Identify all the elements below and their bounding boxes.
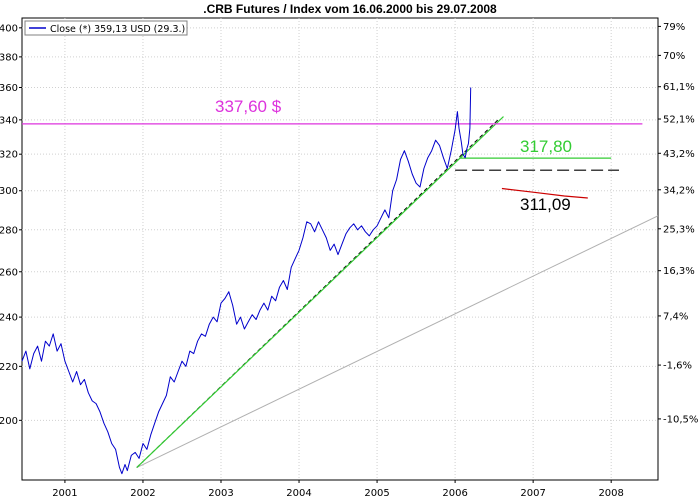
x-tick-label: 2004	[286, 488, 311, 499]
y-tick-label-right: 43,2%	[663, 149, 695, 160]
y-tick-label-left: 400	[0, 23, 18, 34]
annotations: 337,60 $ 317,80 311,09	[22, 97, 659, 469]
trendline-green	[136, 116, 504, 468]
y-tick-label-right: 52,1%	[663, 115, 695, 126]
y-tick-label-left: 200	[0, 416, 18, 427]
legend-box	[24, 20, 188, 36]
x-tick-label: 2002	[130, 488, 155, 499]
y-tick-label-left: 220	[0, 362, 18, 373]
y-tick-label-right: 79%	[663, 22, 685, 33]
y-tick-label-left: 320	[0, 150, 18, 161]
legend-label: Close (*) 359,13 USD (29.3.)	[50, 24, 185, 35]
red-marker-line	[501, 187, 588, 199]
y-tick-label-right: -1,6%	[663, 361, 692, 372]
y-axis-right: 79% 70% 61,1% 52,1% 43,2% 34,2% 25,3% 16,3% 7,4%…	[658, 22, 698, 425]
series-line	[21, 87, 472, 475]
resistance-label: 337,60 $	[215, 97, 282, 116]
y-tick-label-right: -10,5%	[663, 414, 698, 425]
x-tick-label: 2003	[208, 488, 233, 499]
y-tick-label-right: 70%	[663, 51, 685, 62]
y-tick-label-right: 61,1%	[663, 82, 695, 93]
y-tick-label-left: 280	[0, 225, 18, 236]
y-tick-label-right: 7,4%	[663, 311, 688, 322]
x-tick-label: 2007	[520, 488, 545, 499]
trendline-grey	[136, 215, 659, 469]
level-label-317: 317,80	[520, 137, 572, 156]
x-tick-label: 2005	[364, 488, 389, 499]
y-tick-label-left: 380	[0, 52, 18, 63]
y-axis-left: 400 380 360 340 320 300 280 260 240 220 200	[0, 23, 22, 427]
level-label-311: 311,09	[520, 195, 571, 214]
y-tick-label-left: 300	[0, 186, 18, 197]
y-tick-label-right: 34,2%	[663, 185, 695, 196]
x-tick-label: 2001	[52, 488, 77, 499]
y-tick-label-left: 360	[0, 83, 18, 94]
x-axis: 2001 2002 2003 2004 2005 2006 2007 2008	[52, 480, 624, 499]
chart-title: .CRB Futures / Index vom 16.06.2000 bis …	[203, 2, 497, 16]
x-tick-label: 2008	[598, 488, 623, 499]
y-tick-label-left: 340	[0, 115, 18, 126]
y-tick-label-right: 16,3%	[663, 266, 695, 277]
y-tick-label-left: 260	[0, 267, 18, 278]
legend[interactable]: Close (*) 359,13 USD (29.3.)	[24, 20, 188, 36]
y-tick-label-left: 240	[0, 313, 18, 324]
series	[21, 87, 472, 475]
y-tick-label-right: 25,3%	[663, 224, 695, 235]
x-tick-label: 2006	[442, 488, 467, 499]
